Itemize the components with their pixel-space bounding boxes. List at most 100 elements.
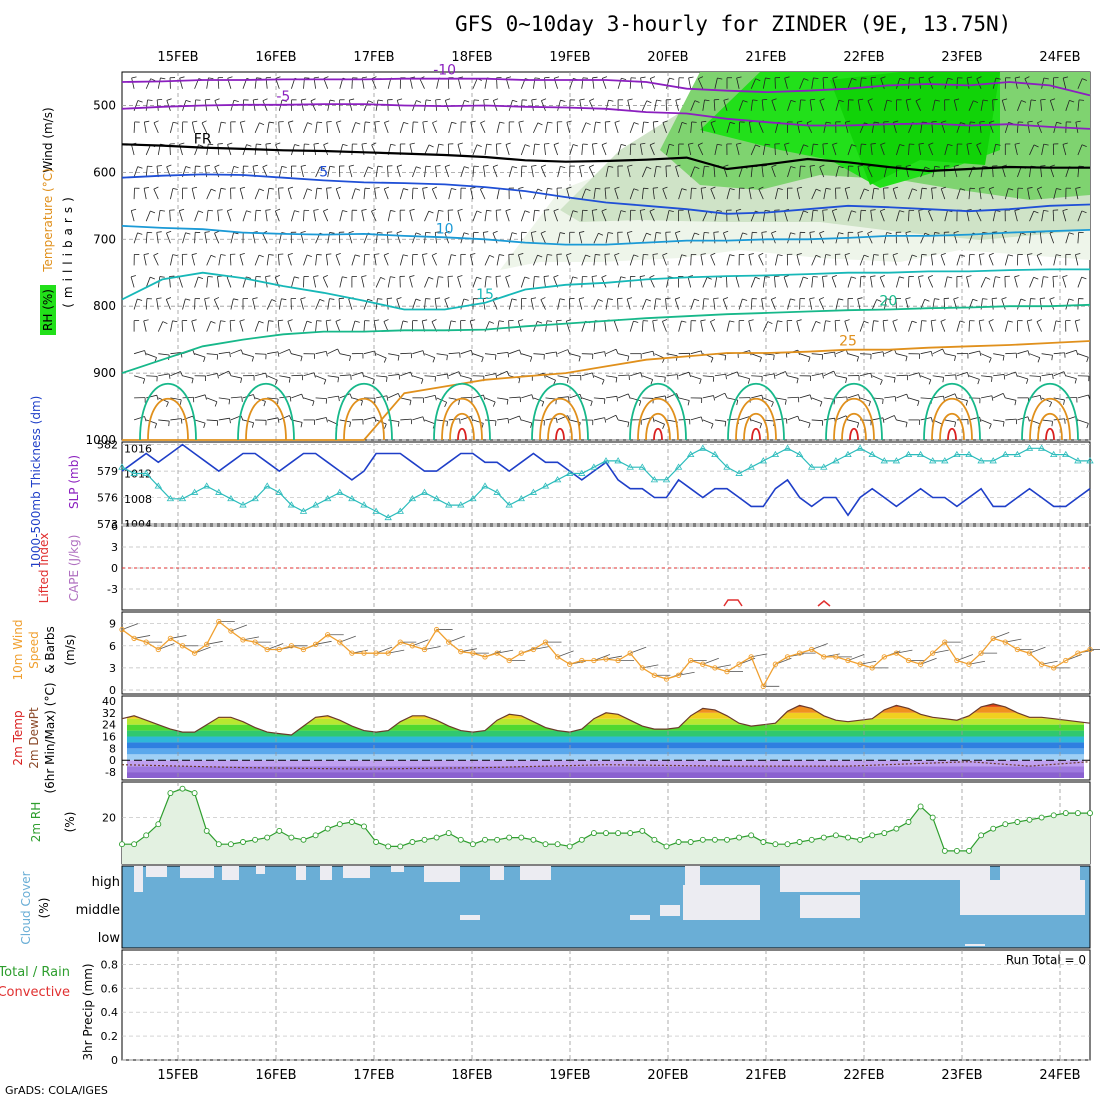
- wind-barb: [242, 353, 254, 358]
- cloud-middle: middle: [76, 903, 120, 918]
- wind-barb: [1052, 276, 1055, 288]
- wind10m-barb: [751, 653, 768, 658]
- rh2m-marker: [542, 841, 549, 848]
- rh2m-marker: [155, 821, 162, 828]
- wind-barb: [325, 254, 329, 266]
- wind-barb: [738, 232, 743, 244]
- wind-barb: [968, 320, 970, 332]
- wind-barb: [943, 232, 946, 244]
- wind-barb-flag: [300, 422, 303, 428]
- wind-barb-flag: [428, 144, 434, 148]
- wind-barb: [992, 99, 994, 111]
- wind-barb-flag: [425, 231, 431, 234]
- wind-barb-flag: [450, 320, 456, 323]
- wind-barb: [1049, 299, 1055, 310]
- wind-barb-flag: [307, 188, 313, 191]
- wind-barb-flag: [856, 422, 860, 428]
- wind-barb-flag: [512, 99, 518, 103]
- wind10m-marker: [337, 639, 343, 645]
- wind-barb: [605, 395, 617, 399]
- wind-barb: [165, 299, 171, 310]
- wind-barb: [400, 371, 411, 377]
- wind-barb-flag: [749, 186, 755, 189]
- wind-barb: [775, 122, 779, 133]
- slp-marker: [892, 457, 901, 464]
- wind-barb: [966, 77, 970, 89]
- cloud-gap: [860, 866, 960, 880]
- wind-barb-flag: [633, 320, 639, 323]
- wind-barb: [376, 375, 388, 378]
- rh2m-marker: [578, 836, 585, 843]
- wind-barb-flag: [547, 121, 553, 124]
- wind-barb-flag: [179, 399, 182, 405]
- wind10m-marker: [712, 665, 718, 671]
- wind10m-barb: [194, 646, 211, 654]
- wind-barb: [1053, 254, 1057, 266]
- wind-barb-flag: [476, 144, 482, 148]
- wind-barb: [710, 188, 716, 200]
- wind-barb-flag: [977, 379, 980, 385]
- wind-barb: [666, 374, 678, 377]
- ylabel-2m-dewpt: 2m DewPt: [27, 707, 41, 769]
- cloud-low: low: [98, 931, 121, 946]
- wind-barb: [533, 255, 538, 266]
- wind-barb: [915, 100, 921, 111]
- wind-barb-flag: [172, 121, 179, 124]
- wind-barb: [521, 419, 532, 424]
- wind-barb: [1036, 188, 1042, 200]
- wind-barb-flag: [325, 351, 328, 357]
- wind-barb-flag: [873, 254, 879, 256]
- wind-barb-flag: [767, 321, 773, 324]
- wind-barb: [1027, 121, 1030, 133]
- wind-barb-flag: [826, 121, 832, 124]
- wind10m-tick: 3: [109, 662, 116, 675]
- wind-barb-flag: [300, 231, 306, 234]
- wind-barb: [811, 210, 814, 222]
- wind-barb: [796, 320, 800, 332]
- wind-barb: [1027, 254, 1030, 266]
- wind-barb: [932, 348, 943, 355]
- wind-barb-flag: [621, 144, 627, 147]
- wind-barb: [649, 210, 655, 222]
- wind-barb-flag: [675, 164, 681, 167]
- wind-barb-flag: [886, 99, 892, 102]
- rh2m-marker: [1062, 810, 1069, 817]
- wind-barb-flag: [773, 373, 776, 379]
- wind-barb-flag: [180, 418, 183, 424]
- rh2m-marker: [663, 843, 670, 850]
- wind10m-line: [121, 620, 1091, 688]
- wind-barb-flag: [688, 372, 692, 378]
- ylabel-cloud-cover: Cloud Cover: [19, 871, 33, 944]
- wind10m-barb: [1041, 660, 1058, 665]
- wind-barb: [832, 78, 837, 89]
- wind-barb: [1029, 210, 1035, 222]
- wind-barb-flag: [1027, 416, 1030, 422]
- wind10m-barb: [339, 635, 356, 643]
- wind-barb-flag: [422, 120, 428, 123]
- isotherm-5: [121, 173, 1091, 215]
- slp-marker: [565, 469, 574, 476]
- wind-barb-flag: [758, 186, 764, 190]
- wind-barb-flag: [386, 395, 389, 401]
- wind-barb-flag: [880, 275, 885, 278]
- wind-barb: [303, 321, 308, 332]
- slp-marker: [275, 488, 284, 495]
- wind-barb: [761, 232, 764, 244]
- wind-barb: [872, 375, 883, 381]
- wind-barb: [639, 276, 643, 288]
- wind-barb: [218, 320, 221, 332]
- wind-barb-flag: [383, 319, 389, 322]
- wind-barb-flag: [838, 298, 844, 301]
- wind-barb-flag: [160, 77, 166, 80]
- wind-barb: [412, 350, 424, 355]
- wind-barb: [641, 188, 644, 200]
- wind-barb-flag: [819, 230, 825, 234]
- wind-barb: [157, 210, 161, 222]
- date-tick-bottom: 18FEB: [451, 1068, 492, 1083]
- wind-barb: [799, 166, 801, 178]
- wind-barb: [662, 188, 667, 200]
- wind-barb-flag: [1015, 76, 1021, 79]
- wind-barb: [654, 353, 665, 359]
- wind-barb-flag: [598, 232, 604, 236]
